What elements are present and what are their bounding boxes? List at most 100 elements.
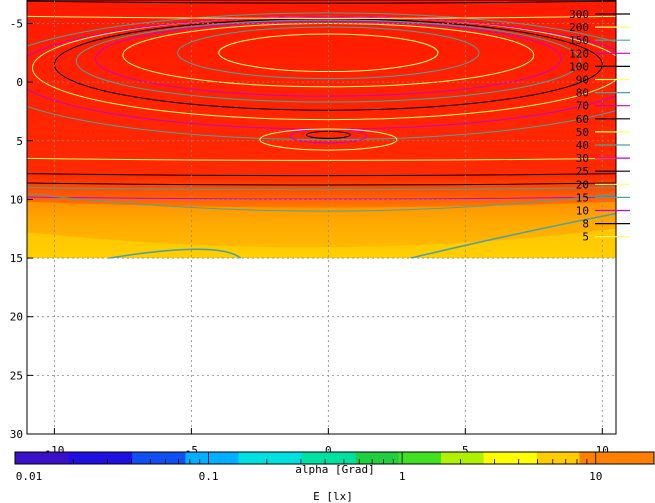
- contour-key-label: 30: [576, 152, 589, 165]
- colorbar-segment: [334, 452, 346, 464]
- contour-key-label: 100: [569, 60, 589, 73]
- colorbar-segment: [387, 452, 399, 464]
- colorbar-segment: [15, 452, 27, 464]
- colorbar-segment: [366, 452, 378, 464]
- contour-key-label: 150: [569, 34, 589, 47]
- contour-key-label: 300: [569, 8, 589, 21]
- colorbar-segment: [249, 452, 261, 464]
- colorbar-segment: [217, 452, 229, 464]
- contour-line: [27, 196, 616, 200]
- contour-key-label: 8: [582, 218, 589, 231]
- contour-line: [27, 157, 616, 161]
- colorbar-segment: [377, 452, 389, 464]
- contour-line: [75, 19, 581, 103]
- contour-key-label: 120: [569, 47, 589, 60]
- colorbar-segment: [142, 452, 154, 464]
- contour-key-label: 50: [576, 126, 589, 139]
- contour-key-label: 5: [582, 231, 589, 244]
- colorbar-segment: [504, 452, 517, 464]
- y-tick-label: 5: [16, 135, 23, 148]
- colorbar-segment: [611, 452, 623, 464]
- colorbar-segment: [132, 452, 144, 464]
- colorbar-segment: [68, 452, 80, 464]
- contour-line: [27, 12, 616, 141]
- contour-key-label: 25: [576, 165, 589, 178]
- colorbar-tick-label: 1: [399, 470, 406, 483]
- colorbar-segment: [451, 452, 463, 464]
- colorbar-segment: [25, 452, 37, 464]
- colorbar-segment: [206, 452, 218, 464]
- colorbar-tick-label: 0.01: [16, 470, 43, 483]
- colorbar-segment: [78, 452, 91, 464]
- colorbar-segment: [238, 452, 250, 464]
- colorbar-segment: [291, 452, 304, 464]
- contour-line: [410, 212, 616, 259]
- colorbar-segment: [409, 452, 421, 464]
- contour-line: [27, 15, 616, 19]
- contour-key-label: 40: [576, 139, 589, 152]
- colorbar-segment: [323, 452, 335, 464]
- y-tick-label: 25: [10, 369, 23, 382]
- colorbar-segment: [228, 452, 240, 464]
- y-tick-label: 30: [10, 428, 23, 441]
- contour-line: [109, 248, 242, 259]
- contour-key-label: 200: [569, 21, 589, 34]
- x-tick-label: 0: [325, 444, 332, 457]
- colorbar-segment: [462, 452, 474, 464]
- contour-line: [27, 187, 616, 191]
- colorbar-segment: [345, 452, 357, 464]
- colorbar-segment: [196, 452, 208, 464]
- colorbar-segment: [483, 452, 495, 464]
- colorbar-tick-label: 0.1: [199, 470, 219, 483]
- colorbar-segment: [121, 452, 133, 464]
- contour-key-label: 70: [576, 100, 589, 113]
- colorbar-segment: [441, 452, 453, 464]
- colorbar-segment: [547, 452, 559, 464]
- colorbar: 0.01 0.1 1 10: [14, 451, 655, 483]
- colorbar-segment: [536, 452, 548, 464]
- colorbar-segment: [632, 452, 644, 464]
- colorbar-segment: [600, 452, 612, 464]
- colorbar-segment: [430, 452, 442, 464]
- colorbar-segment: [302, 452, 314, 464]
- x-axis-label: alpha [Grad]: [295, 463, 374, 476]
- colorbar-segment: [185, 452, 197, 464]
- y-tick-label: -5: [10, 17, 23, 30]
- y-tick-label: 10: [10, 193, 23, 206]
- colorbar-segment: [355, 452, 367, 464]
- colorbar-segment: [643, 452, 655, 464]
- colorbar-segment: [164, 452, 176, 464]
- contour-key-label: 60: [576, 113, 589, 126]
- x-tick-label: 5: [462, 444, 469, 457]
- colorbar-segment: [174, 452, 186, 464]
- colorbar-segment: [46, 452, 59, 464]
- colorbar-segment: [494, 452, 506, 464]
- contour-key-label: 15: [576, 191, 589, 204]
- contour-line: [27, 182, 616, 186]
- colorbar-segment: [281, 452, 293, 464]
- colorbar-segment: [526, 452, 538, 464]
- contour-key-label: 90: [576, 74, 589, 87]
- colorbar-segment: [270, 452, 282, 464]
- colorbar-segment: [622, 452, 634, 464]
- colorbar-segment: [110, 452, 122, 464]
- colorbar-segment: [579, 452, 591, 464]
- colorbar-segment: [313, 452, 325, 464]
- colorbar-segment: [89, 452, 101, 464]
- colorbar-segment: [36, 452, 48, 464]
- colorbar-segment: [57, 452, 69, 464]
- y-tick-label: 15: [10, 252, 23, 265]
- contour-line: [27, 173, 616, 177]
- colorbar-segment: [398, 452, 410, 464]
- colorbar-segment: [100, 452, 112, 464]
- colorbar-segment: [259, 452, 272, 464]
- colorbar-tick-label: 10: [589, 470, 602, 483]
- colorbar-segment: [472, 452, 485, 464]
- contour-key-label: 80: [576, 87, 589, 100]
- contour-line: [27, 193, 616, 212]
- colorbar-segment: [515, 452, 527, 464]
- colorbar-label: E [lx]: [313, 490, 353, 503]
- contour-line: [27, 0, 616, 4]
